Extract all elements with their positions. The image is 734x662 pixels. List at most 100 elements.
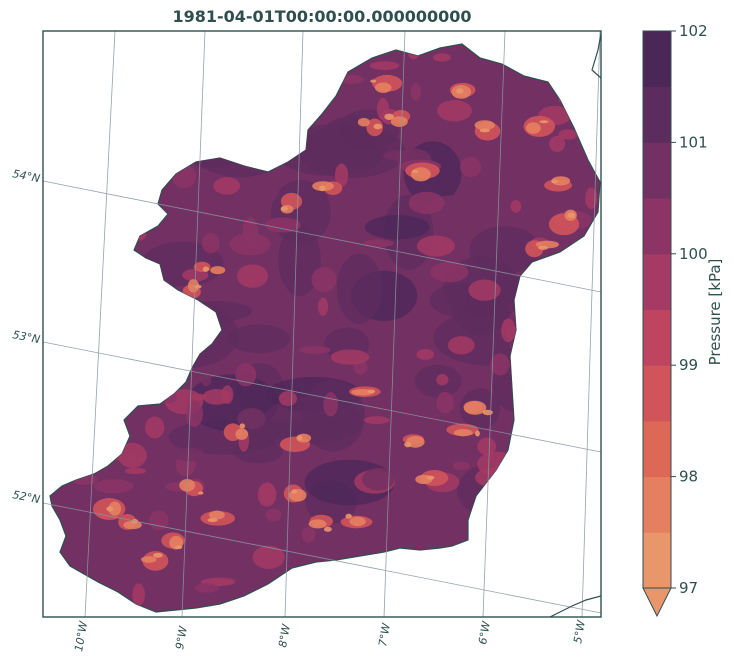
- pressure-patch: [264, 217, 301, 233]
- pressure-patch: [363, 239, 394, 248]
- pressure-patch: [301, 526, 316, 543]
- pressure-low-spot: [202, 266, 210, 272]
- pressure-low-spot: [297, 435, 303, 441]
- pressure-patch: [437, 100, 472, 122]
- pressure-low-spot: [463, 400, 487, 415]
- pressure-low-spot: [198, 491, 204, 495]
- pressure-patch: [174, 447, 205, 462]
- pressure-patch: [364, 215, 430, 240]
- pressure-low-spot: [345, 513, 352, 519]
- pressure-patch: [144, 416, 165, 439]
- pressure-low-spot: [482, 409, 493, 416]
- pressure-patch: [124, 467, 147, 475]
- pressure-low-spot: [453, 429, 473, 437]
- colorbar-ticks: 102 101 100 99 98 97: [671, 22, 708, 597]
- lon-label-10w: 10°W: [72, 619, 90, 652]
- pressure-low-spot: [141, 556, 157, 563]
- pressure-low-spot: [291, 489, 297, 494]
- pressure-low-spot: [455, 88, 464, 94]
- pressure-low-spot: [367, 389, 376, 394]
- parallel-52n: [43, 502, 601, 614]
- pressure-patch: [185, 401, 204, 427]
- pressure-patch: [117, 442, 147, 469]
- pressure-patch: [447, 336, 475, 355]
- pressure-low-spot: [411, 169, 419, 174]
- pressure-low-spot: [567, 212, 576, 219]
- pressure-patch: [382, 150, 424, 161]
- pressure-low-spot: [319, 185, 326, 192]
- pressure-low-spot: [538, 245, 549, 250]
- pressure-patch: [323, 392, 339, 417]
- lon-labels: 10°W 9°W 8°W 7°W 6°W 5°W: [72, 618, 588, 652]
- pressure-patch: [339, 74, 365, 85]
- pressure-patch: [460, 156, 482, 177]
- pressure-low-spot: [288, 488, 307, 502]
- pressure-patch: [549, 135, 566, 153]
- pressure-patch: [194, 583, 219, 593]
- pressure-patch: [558, 129, 578, 140]
- pressure-patch: [501, 318, 516, 343]
- pressure-patch: [452, 461, 470, 471]
- pressure-patch: [318, 297, 329, 316]
- pressure-patch: [436, 391, 454, 414]
- colorbar-tick-label: 100: [679, 245, 708, 263]
- colorbar-band: [643, 253, 671, 310]
- lon-label-7w: 7°W: [376, 621, 393, 647]
- colorbar-tick-label: 101: [679, 133, 708, 151]
- pressure-low-spot: [207, 518, 218, 523]
- pressure-patch: [237, 264, 269, 288]
- pressure-patch: [363, 416, 390, 425]
- map-area: [43, 31, 601, 617]
- lon-label-6w: 6°W: [476, 619, 493, 645]
- pressure-patch: [265, 508, 282, 522]
- pressure-low-spot: [153, 552, 163, 558]
- pressure-low-spot: [404, 441, 412, 448]
- lon-label-8w: 8°W: [276, 622, 293, 648]
- parallel-53n: [43, 341, 601, 453]
- pressure-patch: [229, 233, 271, 256]
- graticule: [43, 31, 601, 617]
- pressure-low-spot: [426, 475, 435, 480]
- pressure-patch: [436, 374, 449, 386]
- pressure-patch: [585, 187, 598, 210]
- colorbar-tick-label: 98: [679, 468, 698, 486]
- colorbar-band: [643, 309, 671, 366]
- pressure-patch: [259, 177, 280, 203]
- pressure-patch: [263, 396, 363, 445]
- pressure-patch: [468, 279, 501, 301]
- pressure-low-spot: [539, 120, 549, 124]
- pressure-patch: [510, 199, 522, 213]
- pressure-patch: [336, 253, 383, 324]
- pressure-patch: [213, 177, 241, 195]
- colorbar-band: [643, 532, 671, 589]
- pressure-patch: [408, 191, 445, 215]
- pressure-patch: [430, 261, 469, 283]
- britain-coast: [549, 33, 601, 617]
- colorbar-tick-label: 97: [679, 579, 698, 597]
- colorbar-band: [643, 31, 671, 88]
- pressure-low-spot: [209, 510, 225, 520]
- pressure-low-spot: [175, 545, 183, 550]
- pressure-low-spot: [187, 279, 200, 293]
- pressure-low-spot: [323, 526, 332, 532]
- pressure-patch: [237, 408, 266, 430]
- pressure-patch: [334, 163, 349, 187]
- pressure-low-spot: [108, 501, 122, 516]
- pressure-low-spot: [474, 120, 495, 131]
- pressure-patch: [257, 482, 277, 507]
- pressure-patch: [416, 348, 435, 360]
- colorbar-band: [643, 365, 671, 422]
- pressure-patch: [410, 82, 421, 101]
- meridian-5w: [581, 31, 601, 617]
- pressure-low-spot: [106, 506, 114, 512]
- colorbar-band: [643, 198, 671, 255]
- pressure-patch: [362, 467, 395, 491]
- colorbar-tick-label: 99: [679, 356, 698, 374]
- pressure-patch: [93, 479, 134, 494]
- lat-label-54n: 54°N: [11, 167, 41, 185]
- pressure-low-spot: [479, 128, 490, 133]
- pressure-patch: [202, 389, 231, 405]
- colorbar-tick-label: 102: [679, 22, 708, 40]
- pressure-patch: [432, 53, 451, 62]
